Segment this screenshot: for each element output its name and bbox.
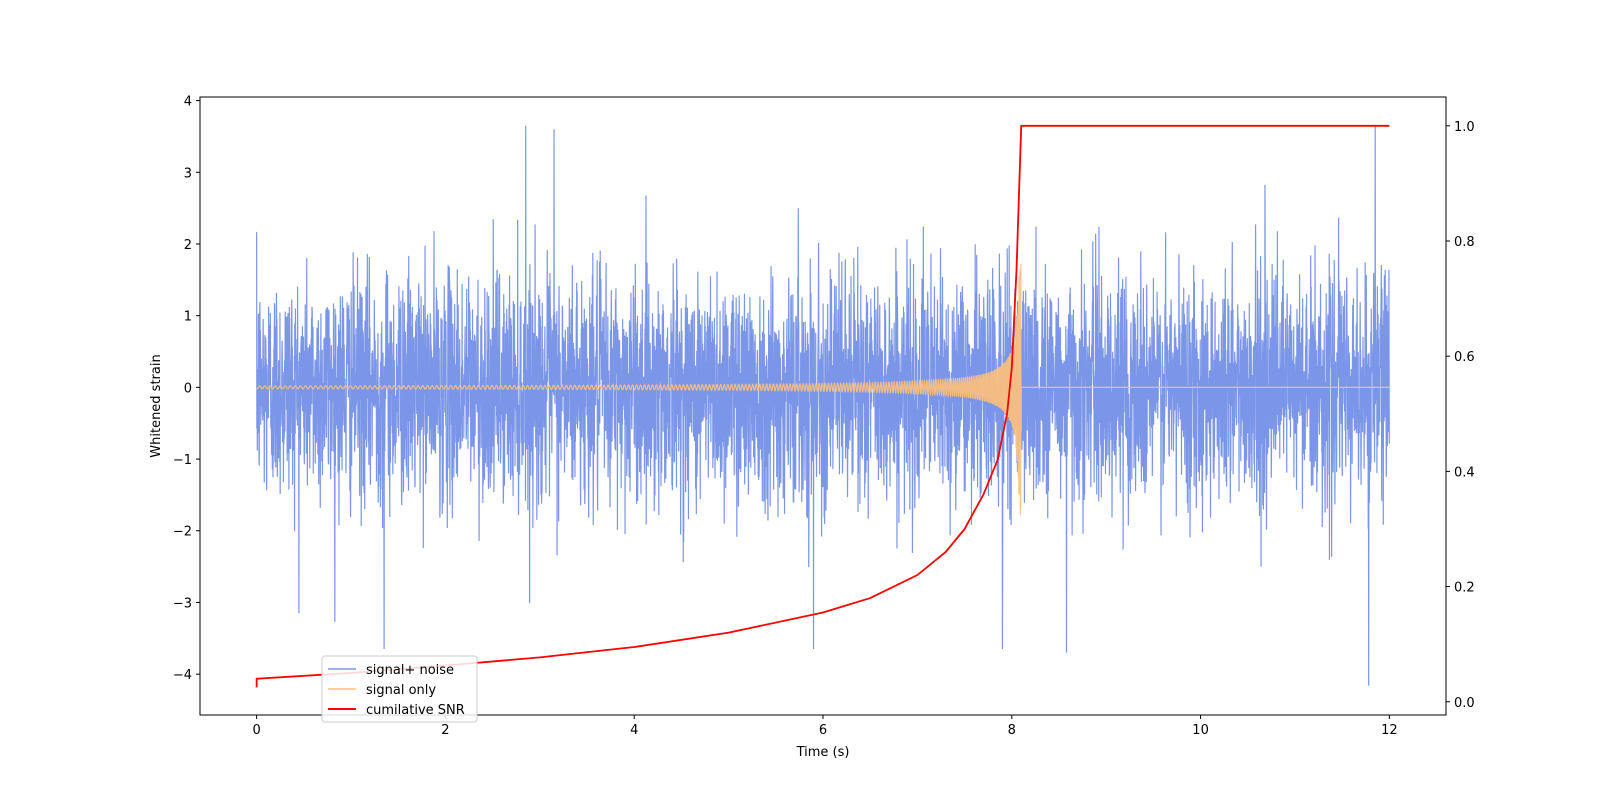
y-axis-ticks: −4 −3 −2 −1 0 1 2 3 4 (173, 95, 200, 683)
series-signal-only (256, 263, 1390, 515)
y2-tick-label: 0.2 (1454, 581, 1475, 596)
y-tick-label: −1 (173, 453, 192, 468)
legend-label: cumilative SNR (366, 703, 465, 718)
legend: signal+ noise signal only cumilative SNR (321, 655, 478, 723)
y-tick-label: 1 (184, 310, 192, 325)
series-signal-plus-noise (256, 124, 1390, 686)
y2-tick-label: 0.6 (1454, 350, 1475, 365)
x-tick-label: 6 (819, 723, 827, 738)
legend-label: signal only (366, 683, 436, 698)
y2-tick-label: 0.4 (1454, 465, 1475, 480)
x-tick-label: 10 (1192, 723, 1209, 738)
legend-box (321, 655, 478, 723)
y-axis-label: Whitened strain (149, 354, 164, 457)
y-tick-label: 0 (184, 381, 192, 396)
x-axis-ticks: 0 2 4 6 8 10 12 (252, 715, 1398, 738)
y2-tick-label: 1.0 (1454, 120, 1475, 135)
y-tick-label: −4 (173, 668, 192, 683)
x-axis-label: Time (s) (796, 745, 850, 760)
y-tick-label: 2 (184, 238, 192, 253)
x-tick-label: 0 (252, 723, 260, 738)
y-tick-label: 4 (184, 95, 192, 110)
y-tick-label: 3 (184, 166, 192, 181)
y-tick-label: −2 (173, 525, 192, 540)
x-tick-label: 4 (630, 723, 638, 738)
y2-axis-ticks: 0.0 0.2 0.4 0.6 0.8 1.0 (1446, 120, 1475, 711)
x-tick-label: 12 (1381, 723, 1398, 738)
y-tick-label: −3 (173, 596, 192, 611)
y2-tick-label: 0.8 (1454, 235, 1475, 250)
y2-tick-label: 0.0 (1454, 696, 1475, 711)
x-tick-label: 8 (1008, 723, 1016, 738)
x-tick-label: 2 (441, 723, 449, 738)
legend-label: signal+ noise (366, 663, 454, 678)
